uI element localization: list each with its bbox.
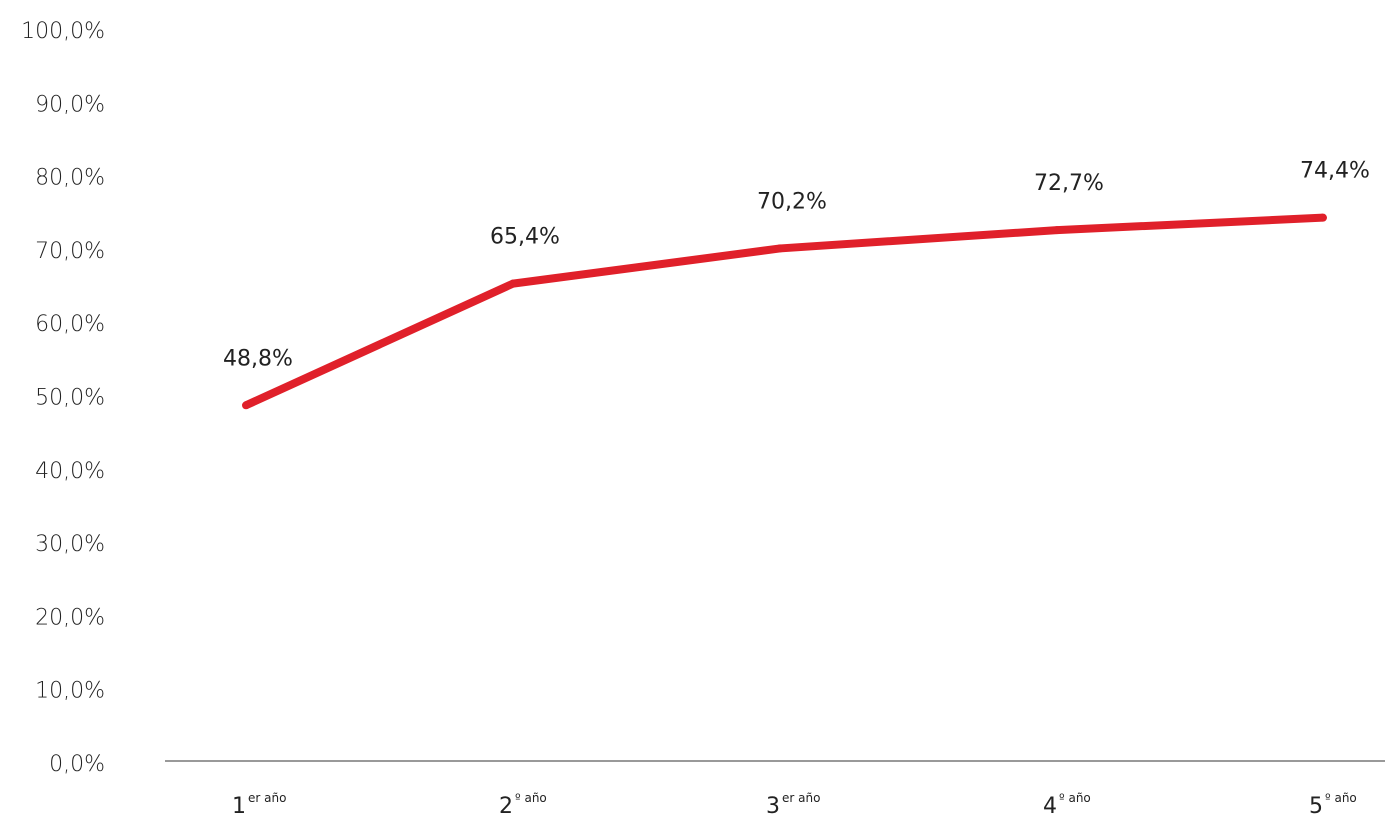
x-tick-suffix: er año xyxy=(782,791,820,805)
x-tick-suffix: º año xyxy=(515,791,547,805)
x-tick-number: 3 xyxy=(766,794,780,817)
data-label: 48,8% xyxy=(223,346,293,371)
y-axis-tick-labels: 0,0% 10,0% 20,0% 30,0% 40,0% 50,0% 60,0% 70,0% 8… xyxy=(21,19,105,777)
x-tick-number: 5 xyxy=(1309,794,1323,817)
y-tick-label: 60,0% xyxy=(35,312,105,337)
data-label: 70,2% xyxy=(757,189,827,214)
data-point xyxy=(1319,213,1327,222)
data-point xyxy=(509,279,517,288)
y-tick-label: 30,0% xyxy=(35,532,105,557)
y-tick-label: 50,0% xyxy=(35,386,105,411)
y-tick-label: 90,0% xyxy=(35,92,105,117)
y-tick-label: 80,0% xyxy=(35,166,105,191)
x-tick-number: 2 xyxy=(499,794,513,817)
y-tick-label: 10,0% xyxy=(35,679,105,704)
x-tick-suffix: er año xyxy=(248,791,286,805)
data-label: 72,7% xyxy=(1034,171,1104,196)
x-tick-label: 3 er año xyxy=(766,791,820,817)
data-label: 65,4% xyxy=(490,225,560,250)
y-tick-label: 20,0% xyxy=(35,605,105,630)
y-tick-label: 100,0% xyxy=(21,19,105,44)
data-labels: 48,8% 65,4% 70,2% 72,7% 74,4% xyxy=(223,159,1370,410)
data-point xyxy=(1053,226,1061,235)
y-tick-label: 70,0% xyxy=(35,239,105,264)
data-label: 74,4% xyxy=(1300,159,1370,184)
x-tick-suffix: º año xyxy=(1325,791,1357,805)
x-tick-label: 1 er año xyxy=(232,791,286,817)
x-tick-suffix: º año xyxy=(1059,791,1091,805)
data-point xyxy=(776,244,784,253)
series-line xyxy=(244,213,1324,409)
data-point xyxy=(242,401,250,410)
x-axis-tick-labels: 1 er año 2 º año 3 er año 4 º año 5 º año xyxy=(232,791,1357,817)
x-tick-number: 4 xyxy=(1043,794,1057,817)
y-tick-label: 40,0% xyxy=(35,459,105,484)
y-tick-label: 0,0% xyxy=(49,752,105,777)
x-tick-number: 1 xyxy=(232,794,246,817)
